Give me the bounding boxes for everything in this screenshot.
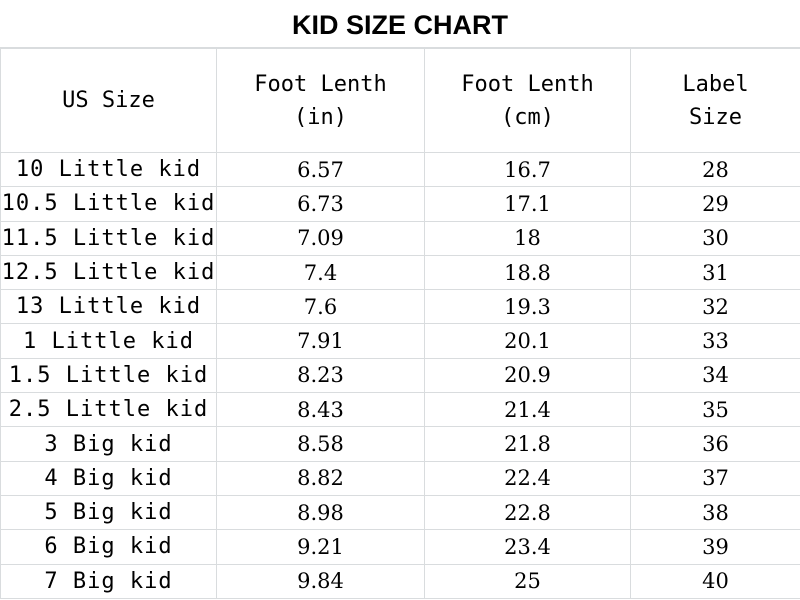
cell-foot-length-in: 7.4 <box>216 254 425 291</box>
table-row: 10 Little kid 6.57 16.7 28 <box>0 151 800 188</box>
header-label-size-line1: Label <box>682 71 749 97</box>
cell-label-size: 38 <box>630 494 800 531</box>
cell-us-size: 5 Big kid <box>0 494 217 531</box>
cell-foot-length-cm: 16.7 <box>424 151 631 188</box>
header-row: US Size Foot Lenth (in) Foot Lenth (cm) … <box>0 48 800 153</box>
table-row: 7 Big kid 9.84 25 40 <box>0 563 800 599</box>
cell-label-size: 29 <box>630 186 800 222</box>
cell-label-size: 36 <box>630 426 800 462</box>
header-foot-length-cm: Foot Lenth (cm) <box>424 48 631 153</box>
cell-label-size: 32 <box>630 289 800 325</box>
cell-foot-length-in: 8.43 <box>216 392 425 428</box>
header-foot-length-cm-line2: (cm) <box>501 104 554 130</box>
cell-foot-length-in: 8.82 <box>216 460 425 496</box>
cell-foot-length-cm: 21.4 <box>424 392 631 428</box>
cell-label-size: 30 <box>630 220 800 256</box>
header-us-size-label: US Size <box>62 88 155 113</box>
cell-foot-length-cm: 22.8 <box>424 494 631 531</box>
cell-foot-length-in: 7.6 <box>216 289 425 325</box>
cell-foot-length-cm: 20.9 <box>424 357 631 394</box>
header-label-size-line2: Size <box>689 104 742 130</box>
cell-us-size: 6 Big kid <box>0 529 217 565</box>
cell-label-size: 39 <box>630 529 800 565</box>
cell-foot-length-cm: 25 <box>424 563 631 599</box>
table-row: 6 Big kid 9.21 23.4 39 <box>0 529 800 565</box>
table-row: 3 Big kid 8.58 21.8 36 <box>0 426 800 462</box>
cell-foot-length-cm: 19.3 <box>424 289 631 325</box>
table-row: 10.5 Little kid 6.73 17.1 29 <box>0 186 800 222</box>
cell-us-size: 2.5 Little kid <box>0 392 217 428</box>
table-row: 2.5 Little kid 8.43 21.4 35 <box>0 392 800 428</box>
table-row: 13 Little kid 7.6 19.3 32 <box>0 289 800 325</box>
cell-foot-length-in: 8.58 <box>216 426 425 462</box>
header-label-size: Label Size <box>630 48 800 153</box>
chart-title: KID SIZE CHART <box>0 0 800 48</box>
table-row: 1 Little kid 7.91 20.1 33 <box>0 323 800 359</box>
cell-foot-length-cm: 23.4 <box>424 529 631 565</box>
cell-us-size: 10.5 Little kid <box>0 186 217 222</box>
cell-foot-length-in: 7.91 <box>216 323 425 359</box>
cell-us-size: 4 Big kid <box>0 460 217 496</box>
cell-foot-length-cm: 18.8 <box>424 254 631 291</box>
cell-foot-length-in: 9.84 <box>216 563 425 599</box>
cell-us-size: 1.5 Little kid <box>0 357 217 394</box>
table-row: 11.5 Little kid 7.09 18 30 <box>0 220 800 256</box>
cell-label-size: 35 <box>630 392 800 428</box>
cell-foot-length-in: 7.09 <box>216 220 425 256</box>
cell-foot-length-in: 9.21 <box>216 529 425 565</box>
cell-us-size: 7 Big kid <box>0 563 217 599</box>
header-foot-length-in: Foot Lenth (in) <box>216 48 425 153</box>
cell-label-size: 37 <box>630 460 800 496</box>
cell-label-size: 31 <box>630 254 800 291</box>
cell-us-size: 1 Little kid <box>0 323 217 359</box>
cell-foot-length-cm: 21.8 <box>424 426 631 462</box>
cell-foot-length-cm: 18 <box>424 220 631 256</box>
header-us-size: US Size <box>0 48 217 153</box>
header-foot-length-in-line1: Foot Lenth <box>254 71 387 97</box>
cell-foot-length-cm: 20.1 <box>424 323 631 359</box>
cell-us-size: 3 Big kid <box>0 426 217 462</box>
cell-foot-length-in: 8.23 <box>216 357 425 394</box>
cell-foot-length-cm: 22.4 <box>424 460 631 496</box>
cell-us-size: 10 Little kid <box>0 151 217 188</box>
cell-us-size: 12.5 Little kid <box>0 254 217 291</box>
cell-label-size: 28 <box>630 151 800 188</box>
header-foot-length-cm-line1: Foot Lenth <box>461 71 594 97</box>
cell-label-size: 40 <box>630 563 800 599</box>
cell-foot-length-in: 6.73 <box>216 186 425 222</box>
size-table: US Size Foot Lenth (in) Foot Lenth (cm) … <box>0 48 800 599</box>
cell-label-size: 33 <box>630 323 800 359</box>
header-foot-length-in-line2: (in) <box>294 104 347 130</box>
cell-foot-length-cm: 17.1 <box>424 186 631 222</box>
table-row: 12.5 Little kid 7.4 18.8 31 <box>0 254 800 291</box>
table-row: 1.5 Little kid 8.23 20.9 34 <box>0 357 800 394</box>
cell-us-size: 11.5 Little kid <box>0 220 217 256</box>
table-row: 5 Big kid 8.98 22.8 38 <box>0 494 800 531</box>
cell-label-size: 34 <box>630 357 800 394</box>
table-row: 4 Big kid 8.82 22.4 37 <box>0 460 800 496</box>
cell-foot-length-in: 6.57 <box>216 151 425 188</box>
cell-us-size: 13 Little kid <box>0 289 217 325</box>
cell-foot-length-in: 8.98 <box>216 494 425 531</box>
